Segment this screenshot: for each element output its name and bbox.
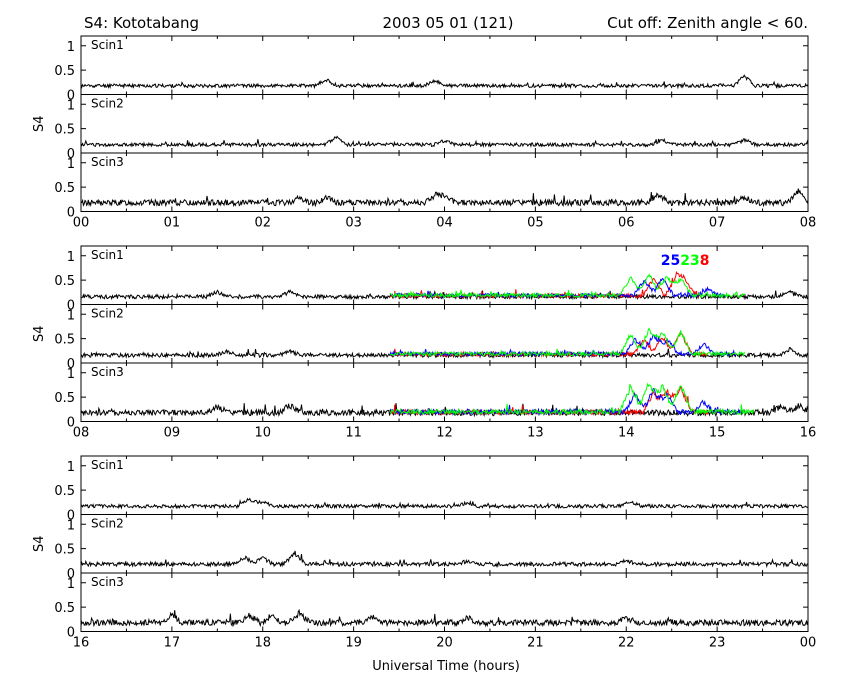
panel-label: Scin3 (91, 575, 124, 589)
x-tick-label: 01 (164, 216, 181, 231)
x-tick-label: 16 (800, 426, 817, 441)
panel-label: Scin1 (91, 38, 124, 52)
x-tick-label: 09 (164, 426, 181, 441)
y-tick-label: 1 (67, 40, 75, 55)
y-tick-label: 1 (67, 157, 75, 172)
x-tick-label: 08 (73, 426, 90, 441)
s4-series-line-1-1-1 (80, 74, 809, 90)
x-axis-label: Universal Time (hours) (372, 659, 520, 674)
y-tick-label: 0.5 (54, 123, 75, 138)
y-tick-label: 0 (67, 299, 75, 314)
chart-title-cutoff: Cut off: Zenith angle < 60. (607, 14, 808, 32)
x-tick-label: 15 (709, 426, 726, 441)
y-tick-label: 1 (67, 577, 75, 592)
satellite-label-25: 25 (661, 253, 680, 269)
s4-series-line-2-2-4 (389, 327, 745, 358)
y-tick-label: 0.5 (54, 543, 75, 558)
panel-label: Scin2 (91, 307, 124, 321)
y-axis-label: S4 (32, 325, 47, 342)
y-tick-label: 0.5 (54, 391, 75, 406)
x-tick-label: 18 (254, 636, 271, 651)
y-axis-label: S4 (32, 115, 47, 132)
y-tick-label: 0.5 (54, 333, 75, 348)
satellite-label-23: 23 (680, 253, 699, 269)
y-tick-label: 0 (67, 147, 75, 162)
y-tick-label: 0.5 (54, 484, 75, 499)
x-tick-label: 13 (527, 426, 544, 441)
panel-label: Scin2 (91, 517, 124, 531)
s4-series-line-2-1-4 (389, 273, 745, 299)
x-tick-label: 11 (345, 426, 362, 441)
panel-label: Scin2 (91, 97, 124, 111)
y-axis-label: S4 (32, 535, 47, 552)
x-tick-label: 00 (73, 216, 90, 231)
s4-series-line-2-3-4 (389, 382, 754, 416)
x-tick-label: 22 (618, 636, 635, 651)
x-tick-label: 21 (527, 636, 544, 651)
x-tick-label: 06 (618, 216, 635, 231)
s4-series-line-1-3-1 (80, 188, 809, 208)
s4-series-line-3-2-1 (80, 550, 809, 569)
y-tick-label: 1 (67, 367, 75, 382)
y-tick-label: 0 (67, 206, 75, 221)
x-tick-label: 03 (345, 216, 362, 231)
panel-label: Scin3 (91, 155, 124, 169)
y-tick-label: 0 (67, 509, 75, 524)
x-tick-label: 04 (436, 216, 453, 231)
y-tick-label: 1 (67, 250, 75, 265)
x-tick-label: 12 (436, 426, 453, 441)
y-tick-label: 0 (67, 416, 75, 431)
x-tick-label: 14 (618, 426, 635, 441)
satellite-label-8: 8 (700, 253, 710, 269)
x-tick-label: 20 (436, 636, 453, 651)
s4-series-line-3-1-1 (80, 497, 809, 510)
y-tick-label: 1 (67, 460, 75, 475)
x-tick-label: 10 (254, 426, 271, 441)
satellite-labels: 25238 (661, 253, 710, 269)
x-tick-label: 02 (254, 216, 271, 231)
panel-label: Scin3 (91, 365, 124, 379)
panel-label: Scin1 (91, 248, 124, 262)
x-tick-label: 07 (709, 216, 726, 231)
y-tick-label: 0 (67, 89, 75, 104)
y-tick-label: 0.5 (54, 181, 75, 196)
chart-title-date: 2003 05 01 (121) (383, 14, 514, 32)
x-tick-label: 05 (527, 216, 544, 231)
y-tick-label: 0 (67, 567, 75, 582)
x-tick-label: 17 (164, 636, 181, 651)
x-tick-label: 00 (800, 636, 817, 651)
y-tick-label: 1 (67, 518, 75, 533)
y-tick-label: 0 (67, 626, 75, 641)
y-tick-label: 0.5 (54, 274, 75, 289)
y-tick-label: 0.5 (54, 601, 75, 616)
chart-title-station: S4: Kototabang (84, 14, 199, 32)
y-tick-label: 0 (67, 357, 75, 372)
y-tick-label: 0.5 (54, 64, 75, 79)
y-tick-label: 1 (67, 308, 75, 323)
y-tick-label: 1 (67, 98, 75, 113)
x-tick-label: 19 (345, 636, 362, 651)
x-tick-label: 23 (709, 636, 726, 651)
panel-label: Scin1 (91, 458, 124, 472)
s4-series-line-2-1-3 (389, 277, 727, 300)
x-tick-label: 16 (73, 636, 90, 651)
x-tick-label: 08 (800, 216, 817, 231)
s4-series-line-3-3-1 (80, 608, 809, 628)
s4-series-line-1-2-1 (80, 135, 809, 149)
